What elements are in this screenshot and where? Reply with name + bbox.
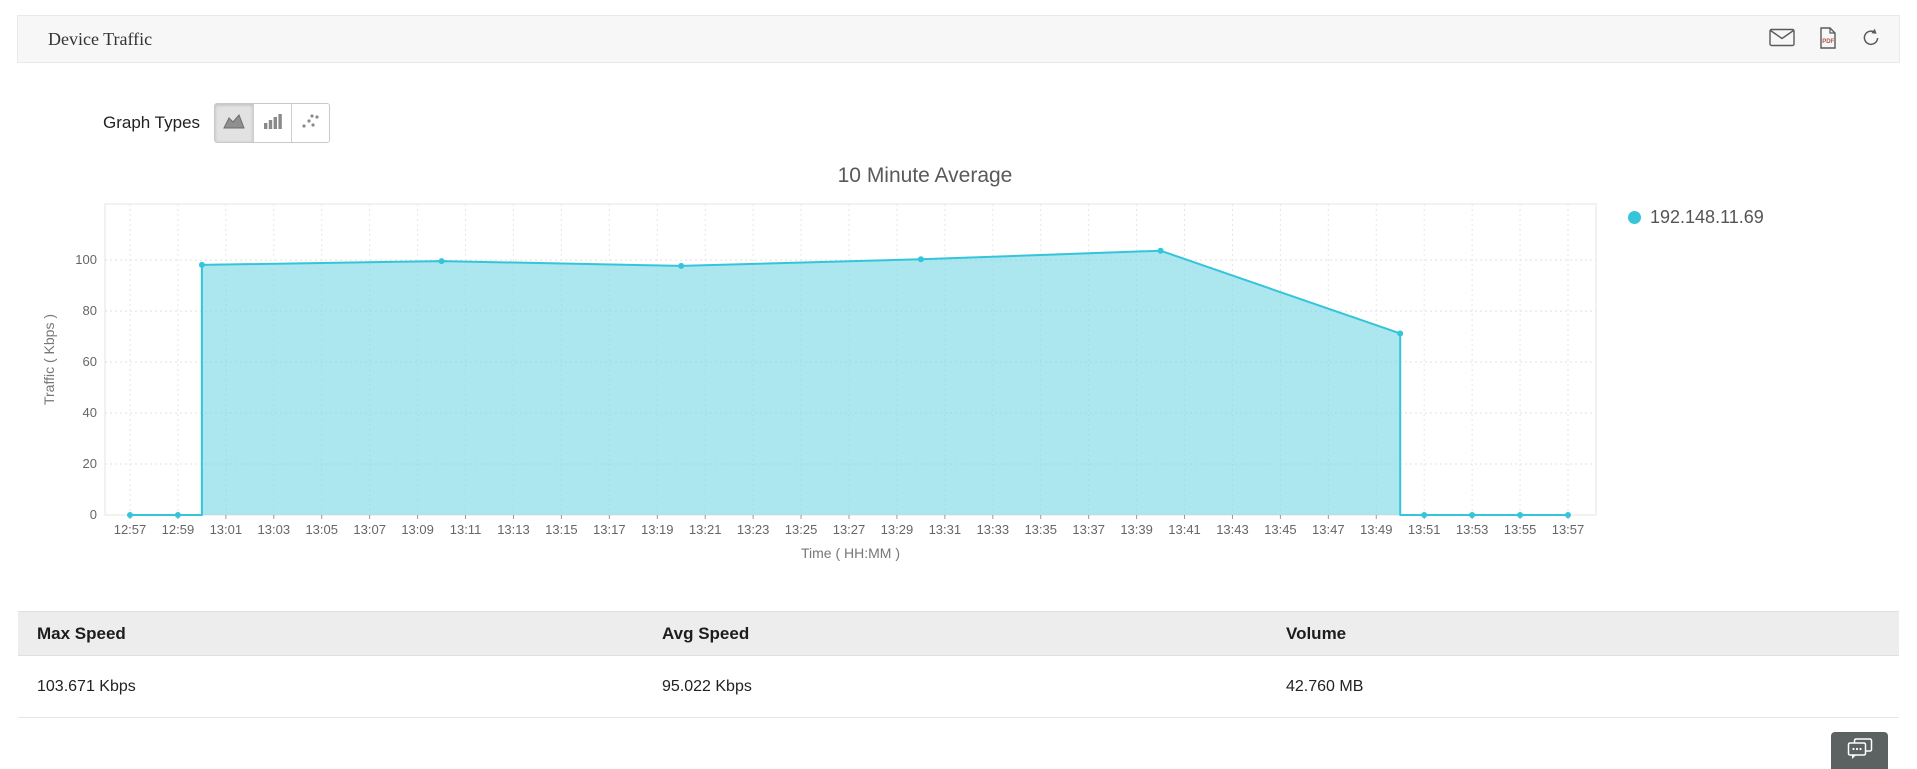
legend-series-label: 192.148.11.69 xyxy=(1650,207,1764,227)
x-tick-label: 13:57 xyxy=(1552,522,1585,537)
x-tick-label: 13:09 xyxy=(401,522,434,537)
y-axis-title: Traffic ( Kbps ) xyxy=(41,314,57,405)
max-speed-value: 103.671 Kbps xyxy=(37,677,136,695)
series-line xyxy=(130,249,1568,516)
pdf-file-icon: PDF xyxy=(1819,26,1837,52)
graph-type-scatter-button[interactable] xyxy=(291,104,330,142)
bar-chart-icon xyxy=(263,113,283,133)
x-tick-label: 13:37 xyxy=(1072,522,1105,537)
x-tick-label: 12:57 xyxy=(114,522,147,537)
svg-text:PDF: PDF xyxy=(1822,39,1834,45)
x-tick-label: 13:21 xyxy=(689,522,722,537)
traffic-stats-table: Max Speed Avg Speed Volume 103.671 Kbps … xyxy=(18,611,1899,718)
table-header-row: Max Speed Avg Speed Volume xyxy=(18,611,1899,656)
table-header-volume: Volume xyxy=(1286,623,1347,643)
data-point xyxy=(1157,247,1164,254)
x-tick-label: 13:23 xyxy=(737,522,770,537)
x-tick-label: 13:35 xyxy=(1024,522,1057,537)
legend-swatch xyxy=(1628,211,1641,224)
x-tick-label: 13:43 xyxy=(1216,522,1249,537)
x-tick-label: 13:11 xyxy=(450,522,482,537)
panel-header: Device Traffic PDF xyxy=(17,15,1900,63)
area-fill xyxy=(130,250,1568,515)
volume-value: 42.760 MB xyxy=(1286,677,1364,695)
y-tick-label: 60 xyxy=(83,354,97,369)
x-tick-label: 13:25 xyxy=(785,522,818,537)
x-tick-label: 13:07 xyxy=(353,522,386,537)
graph-type-area-button[interactable] xyxy=(215,104,254,142)
x-tick-label: 13:03 xyxy=(258,522,291,537)
x-tick-label: 13:53 xyxy=(1456,522,1489,537)
y-tick-label: 80 xyxy=(83,303,97,318)
x-tick-label: 13:55 xyxy=(1504,522,1537,537)
export-pdf-button[interactable]: PDF xyxy=(1817,25,1839,54)
x-axis-title: Time ( HH:MM ) xyxy=(801,545,900,561)
graph-type-button-group xyxy=(214,103,331,143)
x-tick-label: 13:49 xyxy=(1360,522,1393,537)
data-point xyxy=(1421,512,1428,518)
panel-title: Device Traffic xyxy=(48,28,153,49)
x-tick-label: 13:47 xyxy=(1312,522,1345,537)
x-tick-label: 13:01 xyxy=(210,522,243,537)
y-tick-label: 20 xyxy=(83,456,97,471)
data-point xyxy=(127,512,133,518)
x-tick-label: 13:19 xyxy=(641,522,674,537)
table-row: 103.671 Kbps 95.022 Kbps 42.760 MB xyxy=(18,656,1899,718)
x-tick-label: 13:29 xyxy=(881,522,914,537)
graph-type-bar-button[interactable] xyxy=(253,104,292,142)
x-tick-label: 13:51 xyxy=(1408,522,1441,537)
reset-button[interactable] xyxy=(1859,26,1883,53)
data-point xyxy=(174,512,181,518)
reset-rotate-icon xyxy=(1861,28,1881,51)
x-tick-label: 13:41 xyxy=(1168,522,1201,537)
x-tick-label: 13:15 xyxy=(545,522,578,537)
x-tick-label: 13:33 xyxy=(977,522,1010,537)
chart-title: 10 Minute Average xyxy=(837,164,1013,187)
x-tick-label: 13:31 xyxy=(929,522,962,537)
data-point xyxy=(1517,512,1524,518)
scatter-chart-icon xyxy=(301,113,321,133)
x-tick-label: 13:05 xyxy=(305,522,338,537)
panel-actions: PDF xyxy=(1767,25,1883,54)
graph-types-label: Graph Types xyxy=(103,113,201,132)
y-tick-label: 0 xyxy=(90,507,97,522)
x-tick-label: 12:59 xyxy=(162,522,195,537)
x-tick-label: 13:45 xyxy=(1264,522,1297,537)
x-tick-label: 13:13 xyxy=(497,522,530,537)
x-tick-label: 13:17 xyxy=(593,522,626,537)
data-point xyxy=(917,256,924,263)
area-chart-icon xyxy=(223,113,245,133)
table-header-max-speed: Max Speed xyxy=(37,623,126,643)
traffic-chart: 0 20 40 60 80 100 12:57 12:59 13:01 13:03 13:05 13:… xyxy=(41,203,1597,561)
data-point xyxy=(1565,512,1571,518)
data-point xyxy=(1469,512,1476,518)
feedback-button[interactable] xyxy=(1831,732,1888,769)
x-tick-label: 13:39 xyxy=(1120,522,1153,537)
y-tick-label: 40 xyxy=(83,405,97,420)
data-point xyxy=(438,258,445,265)
x-tick-label: 13:27 xyxy=(833,522,866,537)
data-point xyxy=(198,261,205,268)
mail-icon xyxy=(1769,28,1795,50)
chat-feedback-icon xyxy=(1847,738,1873,763)
chart-legend[interactable]: 192.148.11.69 xyxy=(1628,207,1764,228)
data-point xyxy=(1397,330,1404,337)
y-tick-label: 100 xyxy=(75,252,97,267)
graph-types-toolbar: Graph Types xyxy=(103,103,331,143)
table-header-avg-speed: Avg Speed xyxy=(662,623,750,643)
email-report-button[interactable] xyxy=(1767,26,1797,52)
data-point xyxy=(678,262,685,269)
avg-speed-value: 95.022 Kbps xyxy=(662,677,752,695)
